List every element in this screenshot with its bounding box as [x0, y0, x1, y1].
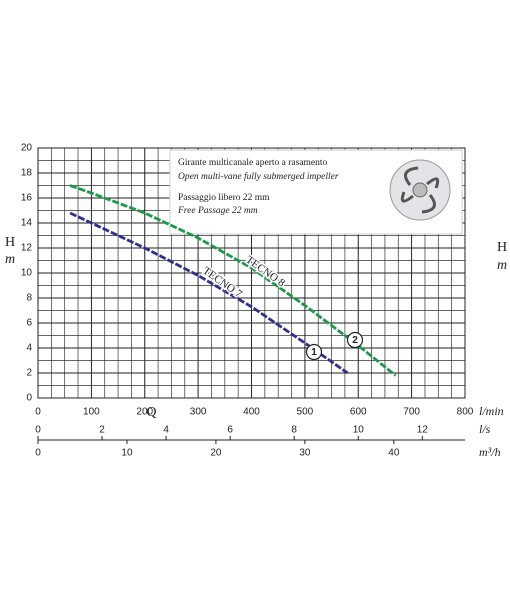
secondary-tick-label: 0 [35, 425, 41, 436]
y-tick-label: 12 [21, 243, 33, 254]
x-tick-label: 400 [243, 407, 260, 418]
x-tick-label: 700 [403, 407, 420, 418]
info-text: Passaggio libero 22 mm [178, 193, 270, 203]
y-tick-label: 0 [26, 393, 32, 404]
y-tick-label: 8 [26, 293, 32, 304]
y-label-left: H [5, 235, 15, 250]
y-tick-label: 10 [21, 268, 33, 279]
secondary-tick-label: 10 [121, 448, 133, 459]
y-tick-label: 14 [21, 218, 33, 229]
info-text: Free Passage 22 mm [177, 206, 258, 216]
secondary-tick-label: 4 [163, 425, 169, 436]
y-label-right: H [497, 240, 507, 255]
y-tick-label: 2 [26, 368, 32, 379]
y-tick-label: 4 [26, 343, 32, 354]
plot-frame [37, 147, 466, 399]
secondary-tick-label: 30 [299, 448, 311, 459]
impeller-hub [412, 182, 428, 198]
impeller-vane [400, 166, 440, 214]
x-tick-label: 800 [457, 407, 474, 418]
series-marker: 1 [311, 347, 317, 358]
y-tick-label: 18 [21, 168, 33, 179]
secondary-tick-label: 2 [99, 425, 105, 436]
y-tick-label: 16 [21, 193, 33, 204]
x-unit: l/min [479, 404, 504, 418]
info-text: Girante multicanale aperto a rasamento [178, 158, 328, 168]
secondary-tick-label: 0 [35, 448, 41, 459]
secondary-tick-label: 12 [417, 425, 429, 436]
y-unit-right: m [497, 258, 507, 273]
x-tick-label: 0 [35, 407, 41, 418]
secondary-unit: m³/h [479, 445, 501, 459]
y-unit-left: m [5, 252, 15, 267]
x-tick-label: 100 [83, 407, 100, 418]
secondary-tick-label: 10 [353, 425, 365, 436]
secondary-tick-label: 40 [388, 448, 400, 459]
series-marker: 2 [352, 335, 358, 346]
series-label: TECNO 8 [243, 254, 287, 290]
y-tick-label: 6 [26, 318, 32, 329]
secondary-unit: l/s [479, 422, 491, 436]
secondary-tick-label: 8 [291, 425, 297, 436]
x-tick-label: 300 [190, 407, 207, 418]
x-tick-label: 600 [350, 407, 367, 418]
series-marker-circle [305, 343, 323, 361]
info-text: Open multi-vane fully submerged impeller [178, 171, 339, 182]
x-tick-label: 200 [136, 407, 153, 418]
x-tick-label: 500 [297, 407, 314, 418]
secondary-tick-label: 20 [210, 448, 222, 459]
y-tick-label: 20 [21, 143, 33, 154]
secondary-tick-label: 6 [227, 425, 233, 436]
series-marker-circle [346, 331, 364, 349]
curve [69, 211, 349, 375]
x-label: Q [146, 405, 156, 420]
